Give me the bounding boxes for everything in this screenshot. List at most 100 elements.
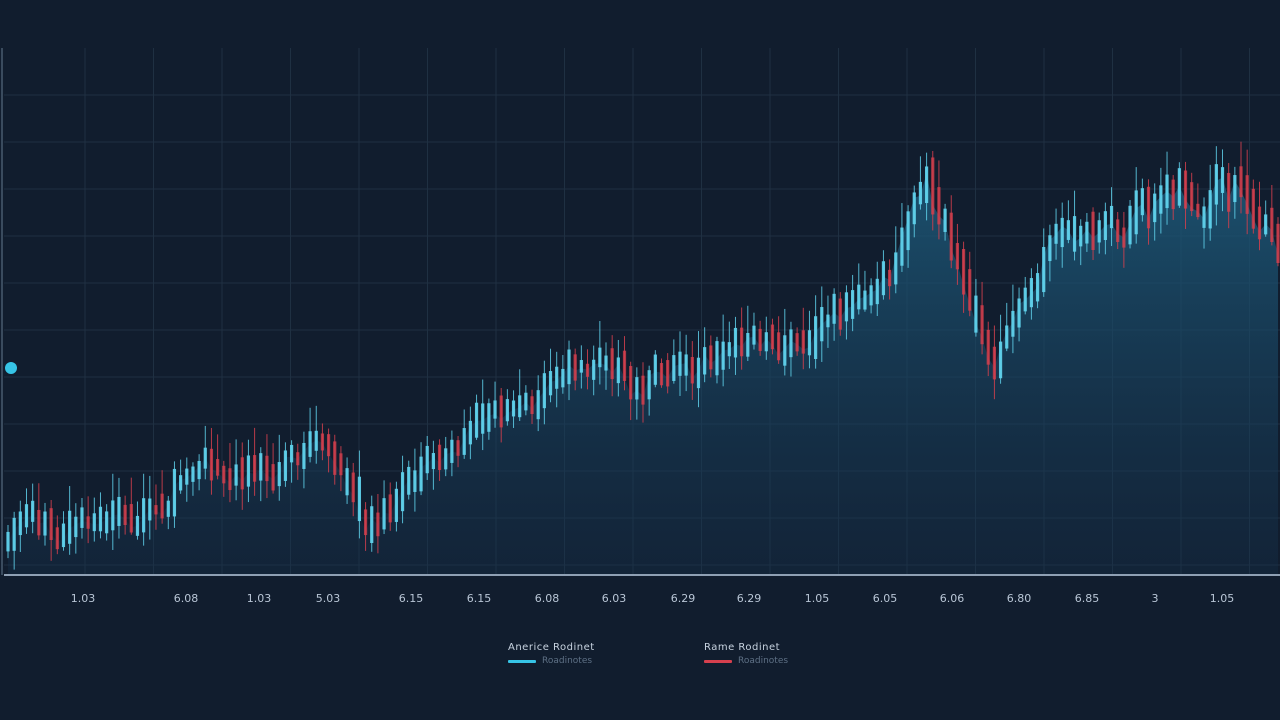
candle-up xyxy=(1153,193,1157,223)
candle-up xyxy=(536,390,540,420)
candle-up xyxy=(6,531,10,552)
candle-up xyxy=(1140,188,1144,216)
candle-up xyxy=(431,453,435,470)
candle-up xyxy=(1220,167,1225,193)
candle-up xyxy=(998,341,1003,379)
candle-up xyxy=(518,395,522,418)
candle-up xyxy=(1177,168,1181,206)
candle-down xyxy=(968,269,972,311)
legend-subtitle: Roadinotes xyxy=(738,656,789,666)
candle-up xyxy=(166,500,170,517)
candle-up xyxy=(1079,225,1083,247)
candle-up xyxy=(203,447,207,469)
candle-down xyxy=(986,329,990,365)
candle-up xyxy=(1097,220,1101,243)
candle-up xyxy=(24,504,29,528)
x-tick-label: 6.06 xyxy=(940,592,965,605)
x-tick-label: 6.80 xyxy=(1007,592,1032,605)
candle-down xyxy=(709,345,713,370)
candle-up xyxy=(733,327,738,358)
candle-up xyxy=(869,285,873,306)
candle-up xyxy=(635,377,639,400)
candle-down xyxy=(296,452,300,466)
candle-down xyxy=(937,187,941,225)
x-tick-label: 1.03 xyxy=(247,592,272,605)
candle-up xyxy=(302,442,306,469)
candle-down xyxy=(209,448,214,481)
candle-up xyxy=(450,439,454,463)
candle-down xyxy=(339,453,343,476)
candle-up xyxy=(844,292,849,322)
candle-up xyxy=(789,329,793,358)
legend-swatch xyxy=(508,659,536,663)
candle-up xyxy=(555,366,559,389)
candle-down xyxy=(949,212,953,261)
candle-down xyxy=(740,327,744,357)
candle-down xyxy=(530,396,534,415)
candle-up xyxy=(1060,217,1064,248)
candle-down xyxy=(456,440,460,456)
candle-up xyxy=(1109,205,1114,229)
candle-down xyxy=(320,433,325,451)
candle-up xyxy=(696,357,701,389)
candle-down xyxy=(1122,227,1126,248)
candle-up xyxy=(185,468,189,485)
x-tick-label: 6.85 xyxy=(1075,592,1100,605)
candle-down xyxy=(499,395,503,428)
candle-up xyxy=(542,373,546,409)
candle-up xyxy=(764,332,768,352)
candle-up xyxy=(474,402,479,438)
candle-down xyxy=(795,333,799,352)
candle-up xyxy=(481,403,485,434)
candle-down xyxy=(758,328,762,351)
candle-up xyxy=(425,445,429,474)
candle-up xyxy=(43,511,47,536)
candle-down xyxy=(326,434,331,457)
candle-up xyxy=(259,453,263,481)
candle-up xyxy=(1072,216,1077,252)
legend-swatch xyxy=(704,659,732,663)
candle-up xyxy=(820,307,824,342)
candle-up xyxy=(1134,190,1138,235)
candle-up xyxy=(444,448,448,470)
candle-down xyxy=(216,459,220,476)
candle-up xyxy=(148,498,152,521)
candle-down xyxy=(363,509,368,536)
candle-up xyxy=(1103,211,1107,241)
candle-up xyxy=(1054,223,1058,244)
candle-up xyxy=(851,290,855,319)
candle-up xyxy=(524,392,528,411)
candle-down xyxy=(1190,182,1194,212)
candle-down xyxy=(1196,203,1200,218)
candle-up xyxy=(672,355,676,381)
candle-up xyxy=(468,420,472,445)
candle-up xyxy=(74,516,78,538)
candle-down xyxy=(961,248,966,295)
candle-up xyxy=(283,450,288,481)
candle-up xyxy=(900,227,904,266)
legend-title: Rame Rodinet xyxy=(704,642,781,653)
candle-up xyxy=(1005,325,1009,349)
candle-up xyxy=(68,510,72,544)
candle-up xyxy=(918,181,923,205)
candle-down xyxy=(888,269,892,287)
candle-up xyxy=(511,400,516,417)
candle-up xyxy=(1208,190,1212,229)
candle-down xyxy=(1146,186,1151,229)
candle-up xyxy=(561,368,565,388)
candle-down xyxy=(333,441,337,475)
candle-up xyxy=(462,428,466,455)
candle-down xyxy=(86,516,90,529)
candle-down xyxy=(1227,172,1231,212)
candle-down xyxy=(228,468,232,491)
candle-up xyxy=(721,341,725,370)
candle-up xyxy=(1202,206,1206,228)
candle-up xyxy=(179,475,183,491)
candles xyxy=(6,141,1280,570)
candle-up xyxy=(746,332,750,357)
candle-up xyxy=(592,359,596,380)
candle-up xyxy=(191,466,195,482)
candle-down xyxy=(1276,223,1280,263)
x-tick-label: 6.29 xyxy=(737,592,762,605)
candle-down xyxy=(1245,175,1249,214)
